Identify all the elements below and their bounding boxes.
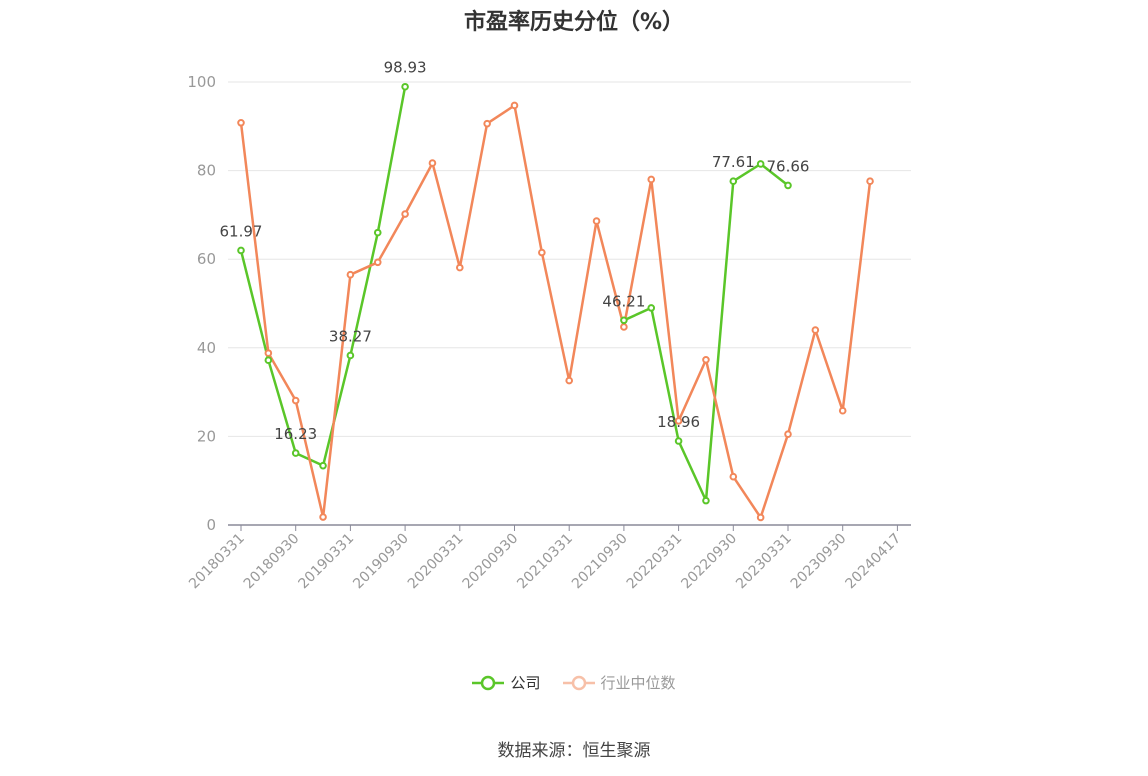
- data-label-company: 18.96: [657, 413, 700, 431]
- data-point-industry-median: [647, 175, 656, 184]
- data-point-industry-median: [456, 263, 464, 272]
- data-point-company: [756, 160, 765, 168]
- data-point-industry-median: [264, 349, 273, 357]
- x-tick-label: 20230331: [733, 531, 795, 593]
- data-point-company: [291, 449, 300, 457]
- x-tick-label: 20220930: [678, 531, 740, 593]
- data-point-industry-median: [784, 430, 792, 438]
- legend-item-industry-median[interactable]: 行业中位数: [562, 672, 676, 693]
- legend-label-company: 公司: [510, 674, 541, 692]
- data-point-company: [647, 304, 656, 312]
- data-point-industry-median: [838, 406, 847, 415]
- data-point-company: [620, 316, 628, 325]
- legend: 公司 行业中位数: [0, 672, 1148, 693]
- data-point-industry-median: [620, 323, 628, 331]
- data-point-industry-median: [291, 396, 300, 405]
- x-tick-label: 20200930: [460, 531, 522, 593]
- data-point-industry-median: [401, 210, 409, 218]
- y-tick-label: 40: [197, 339, 216, 357]
- data-point-industry-median: [565, 376, 574, 385]
- data-point-industry-median: [510, 101, 519, 110]
- legend-marker-industry-median: [562, 675, 595, 690]
- data-point-industry-median: [702, 355, 710, 364]
- data-label-company: 46.21: [602, 292, 645, 310]
- y-tick-label: 100: [187, 73, 216, 91]
- x-tick-label: 20180930: [241, 531, 303, 593]
- y-tick-label: 0: [206, 516, 216, 534]
- x-tick-label: 20190331: [296, 531, 358, 593]
- y-tick-label: 60: [197, 250, 216, 268]
- x-tick-label: 20200331: [405, 531, 467, 593]
- series-line-company: [239, 86, 789, 502]
- y-axis: 0 20 40 60 80 100: [187, 73, 216, 534]
- data-point-industry-median: [592, 217, 601, 225]
- y-tick-label: 80: [197, 162, 216, 180]
- x-tick-label: 20180331: [186, 531, 248, 593]
- series-layer: 61.97 16.23 38.27 98.93 46.21 18.96 77.61 76.66: [220, 59, 874, 522]
- data-label-company: 98.93: [384, 59, 427, 77]
- data-point-industry-median: [674, 417, 683, 425]
- data-label-company: 76.66: [767, 157, 810, 175]
- data-point-industry-median: [373, 258, 382, 267]
- data-point-company: [401, 82, 409, 91]
- data-label-company: 61.97: [220, 222, 263, 240]
- data-point-industry-median: [538, 248, 546, 257]
- legend-item-company[interactable]: 公司: [472, 672, 541, 693]
- data-point-company: [784, 181, 792, 190]
- x-tick-label: 20230930: [788, 531, 850, 593]
- data-point-industry-median: [866, 177, 874, 186]
- x-tick-label: 20210331: [514, 531, 576, 593]
- data-point-industry-median: [483, 119, 491, 128]
- data-point-industry-median: [428, 159, 437, 167]
- legend-label-industry-median: 行业中位数: [600, 674, 676, 692]
- data-point-industry-median: [346, 270, 355, 279]
- data-label-company: 16.23: [274, 425, 317, 443]
- data-point-company: [674, 437, 683, 445]
- data-point-company: [237, 246, 245, 255]
- x-tick-label: 20190930: [350, 531, 412, 593]
- y-tick-label: 20: [197, 427, 216, 445]
- x-tick-label: 20220331: [624, 531, 686, 593]
- data-point-industry-median: [811, 326, 820, 334]
- data-point-company: [729, 177, 738, 185]
- data-source: 数据来源：恒生聚源: [497, 741, 651, 761]
- legend-marker-company: [472, 675, 505, 690]
- data-label-company: 38.27: [329, 327, 372, 345]
- x-tick-label: 20240417: [843, 531, 905, 593]
- data-label-company: 77.61: [712, 153, 755, 171]
- data-point-industry-median: [237, 118, 245, 127]
- series-line-industry-median: [239, 104, 872, 519]
- data-point-company: [702, 496, 710, 505]
- data-point-industry-median: [729, 472, 738, 481]
- data-point-company: [373, 228, 382, 237]
- x-tick-label: 20210930: [569, 531, 631, 593]
- x-axis: 2018033120180930201903312019093020200331…: [186, 524, 911, 593]
- line-chart: 0 20 40 60 80 100 201803312018093020190331201…: [186, 59, 911, 593]
- data-point-industry-median: [756, 513, 765, 522]
- data-point-company: [319, 461, 327, 470]
- data-point-industry-median: [319, 513, 327, 521]
- data-point-company: [264, 356, 273, 365]
- chart-title: 市盈率历史分位（%）: [463, 10, 685, 35]
- data-point-company: [346, 351, 355, 360]
